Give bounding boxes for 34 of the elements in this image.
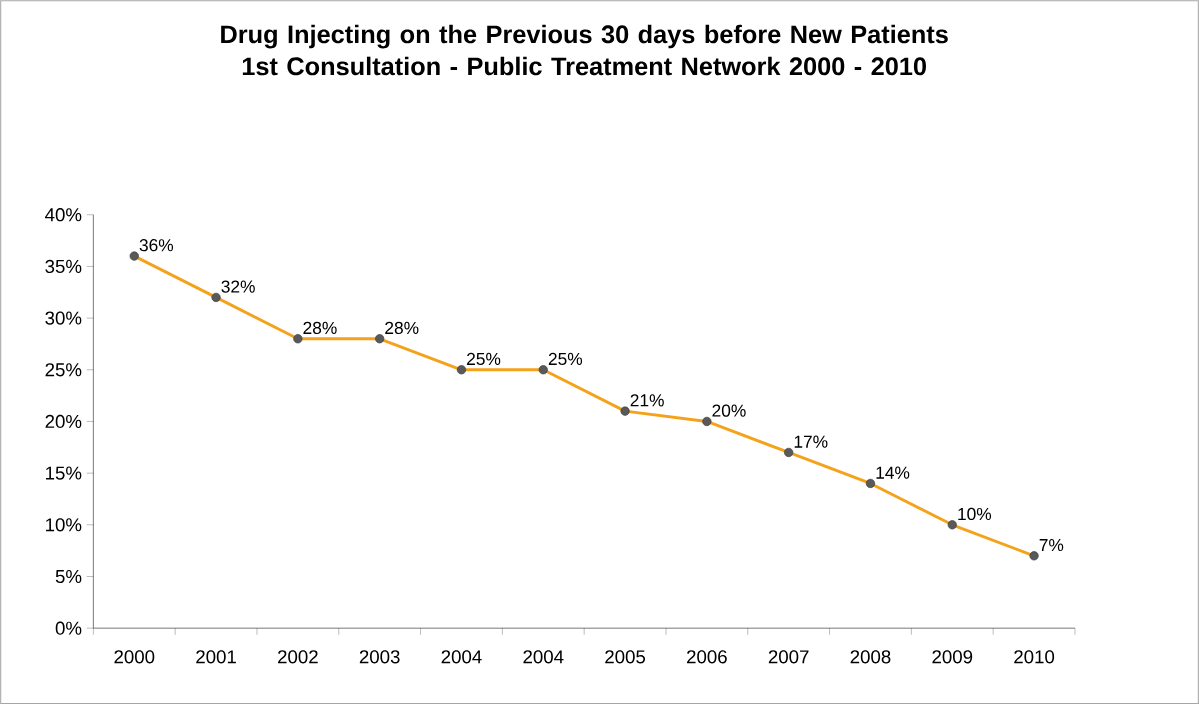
x-tick-label: 2008 <box>850 650 891 664</box>
x-tick-label: 2006 <box>687 650 727 664</box>
x-tick-label: 2004 <box>441 650 482 664</box>
y-tick-label: 20% <box>45 414 82 428</box>
y-tick-label: 35% <box>45 259 82 273</box>
data-label: 20% <box>712 404 746 417</box>
x-tick-label: 2007 <box>768 650 809 664</box>
data-label: 21% <box>630 394 664 407</box>
data-label: 28% <box>385 321 419 334</box>
y-tick-label: 15% <box>46 466 82 480</box>
x-tick-label: 2003 <box>359 650 400 664</box>
y-tick-label: 40% <box>45 208 82 222</box>
x-tick-label: 2002 <box>278 650 318 664</box>
y-tick-label: 5% <box>55 569 82 583</box>
x-tick-label: 2004 <box>523 650 564 664</box>
data-label: 28% <box>303 321 337 334</box>
y-tick-label: 30% <box>45 311 82 325</box>
x-tick-label: 2000 <box>114 650 155 664</box>
data-label: 14% <box>876 466 910 479</box>
data-label: 7% <box>1039 538 1064 552</box>
chart-title: Drug Injecting on the Previous 30 days before New Patients 1st Consultation - Public Treatment Network 2000 - 2010 <box>221 24 948 76</box>
data-label: 17% <box>794 435 828 448</box>
x-tick-label: 2009 <box>932 650 973 664</box>
data-label: 25% <box>467 352 501 365</box>
x-tick-label: 2010 <box>1014 650 1055 664</box>
data-label: 10% <box>958 507 992 520</box>
y-tick-label: 0% <box>55 621 82 635</box>
data-label: 36% <box>139 238 174 252</box>
data-label: 25% <box>548 352 583 365</box>
data-label: 32% <box>221 280 255 293</box>
y-tick-label: 25% <box>45 363 82 377</box>
x-tick-label: 2001 <box>196 650 236 664</box>
y-tick-label: 10% <box>46 518 82 532</box>
x-tick-label: 2005 <box>605 650 646 664</box>
